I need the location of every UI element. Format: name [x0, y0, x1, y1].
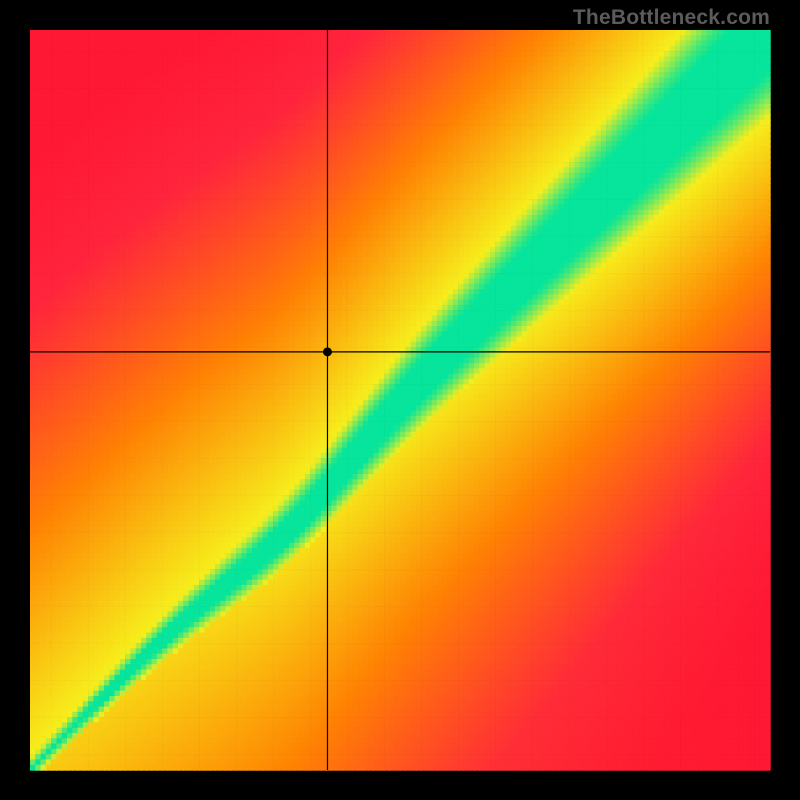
- watermark-text: TheBottleneck.com: [573, 6, 770, 30]
- bottleneck-heatmap: [0, 0, 800, 800]
